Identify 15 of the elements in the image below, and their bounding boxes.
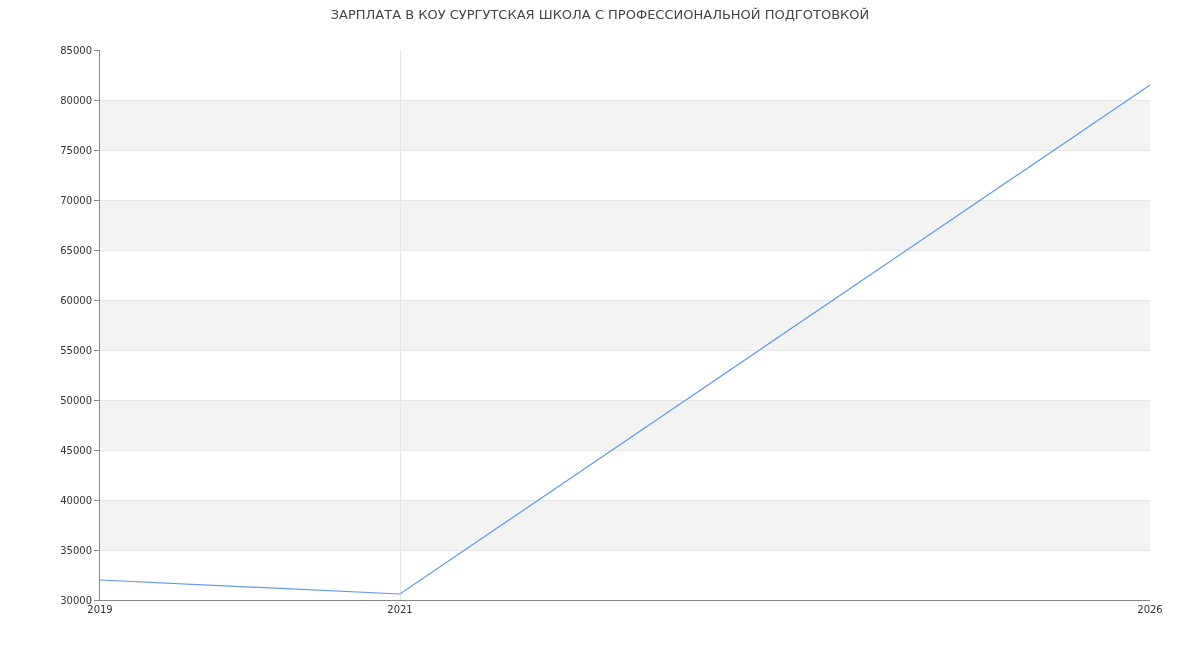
y-tick-label: 55000 — [60, 344, 92, 356]
y-tick-label: 70000 — [60, 194, 92, 206]
y-tick-label: 85000 — [60, 44, 92, 56]
y-tick-label: 80000 — [60, 94, 92, 106]
y-tick-label: 35000 — [60, 544, 92, 556]
y-tick-label: 45000 — [60, 444, 92, 456]
y-tick-label: 30000 — [60, 594, 92, 606]
y-tick-label: 40000 — [60, 494, 92, 506]
x-tick-label: 2026 — [1137, 604, 1163, 615]
y-tick-label: 60000 — [60, 294, 92, 306]
y-tick-label: 75000 — [60, 144, 92, 156]
x-tick-label: 2021 — [387, 604, 413, 615]
y-tick-label: 50000 — [60, 394, 92, 406]
y-tick-label: 65000 — [60, 244, 92, 256]
x-tick-label: 2019 — [87, 604, 113, 615]
